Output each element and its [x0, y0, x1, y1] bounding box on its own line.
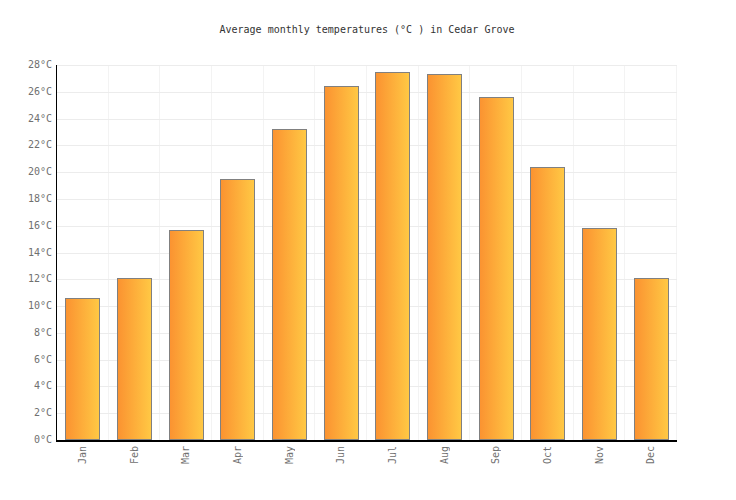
- y-tick-label: 28°C: [2, 59, 52, 71]
- gridline-horizontal: [57, 172, 677, 173]
- temperature-bar-chart: Average monthly temperatures (°C ) in Ce…: [0, 0, 736, 500]
- gridline-horizontal: [57, 92, 677, 93]
- y-tick-label: 16°C: [2, 220, 52, 232]
- y-tick-label: 12°C: [2, 273, 52, 285]
- x-tick-label-dec: Dec: [645, 446, 657, 464]
- gridline-horizontal: [57, 65, 677, 66]
- bar-jan[interactable]: [65, 298, 100, 440]
- x-tick-label-oct: Oct: [542, 446, 554, 464]
- x-tick-label-feb: Feb: [129, 446, 141, 464]
- bar-jun[interactable]: [324, 86, 359, 440]
- bar-dec[interactable]: [634, 278, 669, 440]
- y-tick-label: 4°C: [2, 380, 52, 392]
- x-tick-label-jan: Jan: [77, 446, 89, 464]
- y-tick-label: 6°C: [2, 354, 52, 366]
- x-tick-label-jul: Jul: [387, 446, 399, 464]
- y-tick-label: 22°C: [2, 139, 52, 151]
- bar-feb[interactable]: [117, 278, 152, 440]
- y-tick-label: 14°C: [2, 247, 52, 259]
- gridline-horizontal: [57, 199, 677, 200]
- y-axis-line: [56, 65, 57, 441]
- bar-aug[interactable]: [427, 74, 462, 440]
- y-tick-label: 8°C: [2, 327, 52, 339]
- x-tick-label-apr: Apr: [232, 446, 244, 464]
- y-tick-label: 20°C: [2, 166, 52, 178]
- y-tick-label: 10°C: [2, 300, 52, 312]
- y-tick-label: 0°C: [2, 434, 52, 446]
- x-axis-line: [56, 440, 677, 442]
- bar-oct[interactable]: [530, 167, 565, 440]
- y-tick-label: 18°C: [2, 193, 52, 205]
- x-tick-label-jun: Jun: [335, 446, 347, 464]
- y-tick-label: 26°C: [2, 86, 52, 98]
- gridline-horizontal: [57, 119, 677, 120]
- bar-apr[interactable]: [220, 179, 255, 440]
- bar-sep[interactable]: [479, 97, 514, 440]
- bar-mar[interactable]: [169, 230, 204, 440]
- x-tick-label-aug: Aug: [439, 446, 451, 464]
- y-tick-label: 2°C: [2, 407, 52, 419]
- x-tick-label-nov: Nov: [594, 446, 606, 464]
- chart-title: Average monthly temperatures (°C ) in Ce…: [57, 24, 677, 36]
- gridline-horizontal: [57, 145, 677, 146]
- gridline-horizontal: [57, 226, 677, 227]
- bar-may[interactable]: [272, 129, 307, 440]
- x-tick-label-mar: Mar: [180, 446, 192, 464]
- bar-nov[interactable]: [582, 228, 617, 440]
- bar-jul[interactable]: [375, 72, 410, 440]
- x-tick-label-sep: Sep: [490, 446, 502, 464]
- plot-area: [57, 65, 677, 440]
- y-tick-label: 24°C: [2, 113, 52, 125]
- x-tick-label-may: May: [284, 446, 296, 464]
